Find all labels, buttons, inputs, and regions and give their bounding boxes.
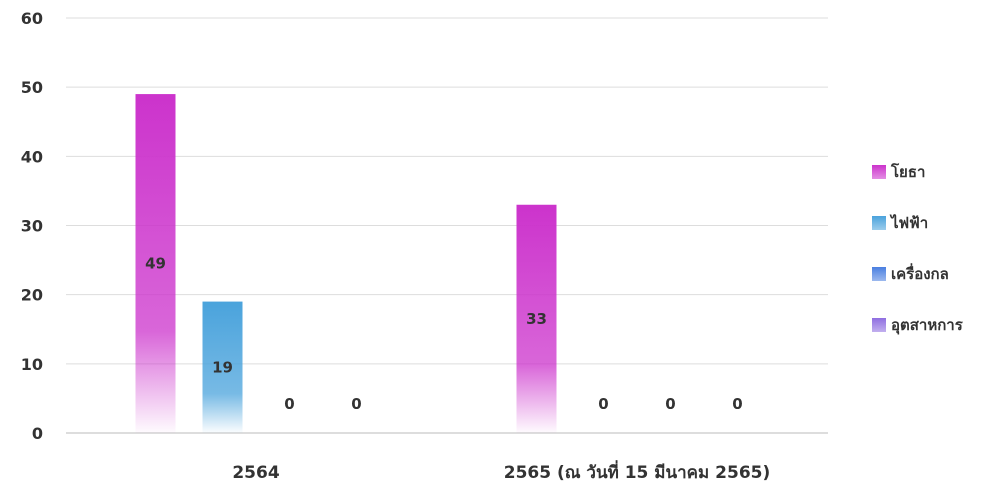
data-labels: 49 19 0 0 33 0 0 0	[145, 255, 743, 413]
x-category-label: 2564	[232, 463, 279, 483]
bar	[202, 301, 243, 433]
data-label: 0	[598, 395, 608, 413]
legend-swatch	[872, 267, 886, 281]
gridlines	[66, 17, 828, 434]
y-axis-ticks: 0 10 20 30 40 50 60	[21, 9, 43, 443]
data-label: 0	[665, 395, 675, 413]
y-tick-label: 40	[21, 147, 43, 166]
legend-swatch	[872, 165, 886, 179]
data-label: 0	[284, 395, 294, 413]
data-label: 0	[732, 395, 742, 413]
data-label: 49	[145, 255, 166, 273]
legend-swatch	[872, 318, 886, 332]
legend-label: เครื่องกล	[891, 263, 949, 283]
data-label: 19	[212, 358, 233, 376]
data-label: 0	[351, 395, 361, 413]
x-axis-categories: 2564 2565 (ณ วันที่ 15 มีนาคม 2565)	[232, 460, 770, 483]
y-tick-label: 50	[21, 78, 43, 97]
y-tick-label: 10	[21, 355, 43, 374]
bar	[135, 94, 176, 433]
legend-swatch	[872, 216, 886, 230]
y-tick-label: 0	[32, 424, 43, 443]
y-tick-label: 60	[21, 9, 43, 28]
legend-label: ไฟฟ้า	[889, 213, 928, 232]
x-category-label: 2565 (ณ วันที่ 15 มีนาคม 2565)	[504, 460, 771, 483]
bar	[516, 204, 557, 433]
legend-label: อุตสาหการ	[891, 316, 964, 335]
bars	[135, 94, 557, 433]
y-tick-label: 30	[21, 217, 43, 236]
y-tick-label: 20	[21, 286, 43, 305]
legend-label: โยธา	[890, 162, 925, 181]
data-label: 33	[526, 310, 547, 328]
